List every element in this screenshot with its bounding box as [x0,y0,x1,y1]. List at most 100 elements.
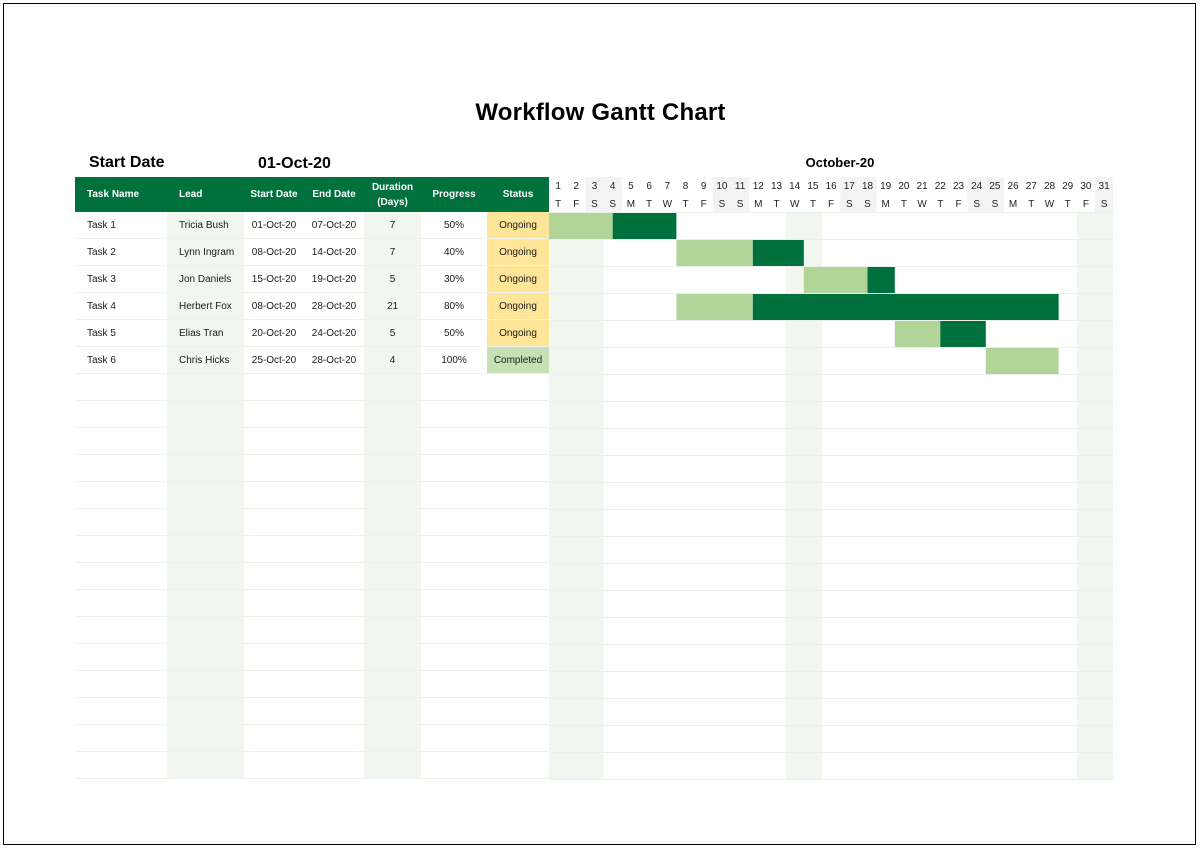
start-date-cell[interactable] [244,697,304,725]
lead-cell[interactable] [167,454,244,482]
task-name-cell[interactable]: Task 4 [75,292,167,320]
task-name-cell[interactable] [75,454,167,482]
lead-cell[interactable]: Tricia Bush [167,212,244,239]
status-cell[interactable] [487,562,549,590]
lead-cell[interactable] [167,616,244,644]
lead-cell[interactable] [167,373,244,401]
start-date-cell[interactable] [244,724,304,752]
task-name-cell[interactable] [75,427,167,455]
gantt-bar-main-segment[interactable] [940,321,986,347]
gantt-bar-main-segment[interactable] [752,294,1059,320]
end-date-cell[interactable]: 14-Oct-20 [304,238,364,266]
status-cell[interactable] [487,670,549,698]
start-date-cell[interactable] [244,427,304,455]
gantt-bar-main-segment[interactable] [612,213,677,239]
end-date-cell[interactable] [304,508,364,536]
end-date-cell[interactable]: 28-Oct-20 [304,346,364,374]
start-date-cell[interactable] [244,751,304,779]
start-date-cell[interactable]: 25-Oct-20 [244,346,304,374]
status-cell[interactable]: Completed [487,346,549,374]
progress-cell[interactable]: 50% [421,212,487,239]
start-date-cell[interactable]: 08-Oct-20 [244,238,304,266]
end-date-cell[interactable] [304,454,364,482]
end-date-cell[interactable]: 07-Oct-20 [304,212,364,239]
progress-cell[interactable] [421,373,487,401]
start-date-cell[interactable] [244,643,304,671]
task-name-cell[interactable] [75,373,167,401]
task-name-cell[interactable] [75,670,167,698]
end-date-cell[interactable]: 19-Oct-20 [304,265,364,293]
start-date-cell[interactable] [244,454,304,482]
status-cell[interactable]: Ongoing [487,212,549,239]
status-cell[interactable] [487,589,549,617]
lead-cell[interactable] [167,751,244,779]
duration-cell[interactable] [364,373,421,401]
duration-cell[interactable]: 5 [364,319,421,347]
duration-cell[interactable] [364,535,421,563]
duration-cell[interactable] [364,616,421,644]
status-cell[interactable]: Ongoing [487,238,549,266]
status-cell[interactable] [487,535,549,563]
progress-cell[interactable]: 50% [421,319,487,347]
lead-cell[interactable] [167,670,244,698]
progress-cell[interactable] [421,697,487,725]
task-name-cell[interactable]: Task 5 [75,319,167,347]
status-cell[interactable] [487,616,549,644]
start-date-cell[interactable] [244,400,304,428]
end-date-cell[interactable] [304,643,364,671]
lead-cell[interactable]: Jon Daniels [167,265,244,293]
task-name-cell[interactable] [75,616,167,644]
task-name-cell[interactable] [75,400,167,428]
duration-cell[interactable]: 7 [364,238,421,266]
start-date-cell[interactable] [244,508,304,536]
lead-cell[interactable] [167,427,244,455]
status-cell[interactable] [487,751,549,779]
end-date-cell[interactable] [304,400,364,428]
task-name-cell[interactable]: Task 6 [75,346,167,374]
duration-cell[interactable] [364,589,421,617]
start-date-cell[interactable] [244,670,304,698]
duration-cell[interactable] [364,643,421,671]
lead-cell[interactable]: Chris Hicks [167,346,244,374]
progress-cell[interactable] [421,481,487,509]
lead-cell[interactable] [167,400,244,428]
task-name-cell[interactable] [75,481,167,509]
progress-cell[interactable]: 100% [421,346,487,374]
gantt-bar-main-segment[interactable] [867,267,895,293]
end-date-cell[interactable] [304,589,364,617]
task-name-cell[interactable] [75,562,167,590]
progress-cell[interactable] [421,427,487,455]
start-date-value[interactable]: 01-Oct-20 [258,155,331,172]
gantt-bar-lead-segment[interactable] [803,267,868,293]
status-cell[interactable] [487,724,549,752]
progress-cell[interactable] [421,562,487,590]
task-name-cell[interactable]: Task 2 [75,238,167,266]
status-cell[interactable] [487,481,549,509]
task-name-cell[interactable] [75,751,167,779]
duration-cell[interactable]: 21 [364,292,421,320]
progress-cell[interactable] [421,589,487,617]
lead-cell[interactable]: Herbert Fox [167,292,244,320]
end-date-cell[interactable]: 28-Oct-20 [304,292,364,320]
lead-cell[interactable] [167,508,244,536]
start-date-cell[interactable] [244,535,304,563]
progress-cell[interactable] [421,724,487,752]
progress-cell[interactable] [421,670,487,698]
task-name-cell[interactable] [75,697,167,725]
progress-cell[interactable] [421,535,487,563]
end-date-cell[interactable] [304,427,364,455]
start-date-cell[interactable] [244,373,304,401]
end-date-cell[interactable] [304,724,364,752]
gantt-bar-lead-segment[interactable] [894,321,941,347]
end-date-cell[interactable] [304,751,364,779]
gantt-bar-lead-segment[interactable] [676,294,753,320]
duration-cell[interactable] [364,508,421,536]
gantt-bar-lead-segment[interactable] [549,213,613,239]
start-date-cell[interactable] [244,616,304,644]
status-cell[interactable] [487,508,549,536]
progress-cell[interactable] [421,751,487,779]
progress-cell[interactable] [421,616,487,644]
start-date-cell[interactable]: 15-Oct-20 [244,265,304,293]
status-cell[interactable]: Ongoing [487,319,549,347]
duration-cell[interactable]: 5 [364,265,421,293]
